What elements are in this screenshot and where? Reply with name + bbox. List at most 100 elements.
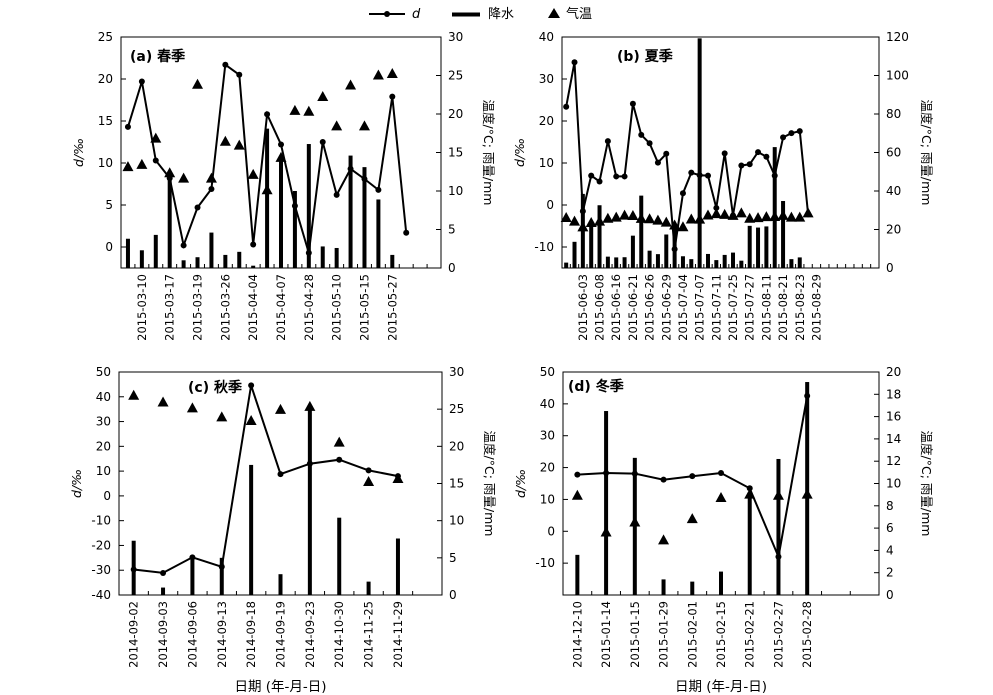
temp-point <box>627 210 639 221</box>
y-tick-label: 20 <box>540 461 555 475</box>
y2-axis-title: 温度/°C; 雨量/mm <box>482 431 497 537</box>
temp-point <box>694 213 706 224</box>
temp-point <box>164 167 176 178</box>
d-point <box>696 172 703 179</box>
d-point <box>621 173 628 180</box>
d-point <box>277 471 284 478</box>
plot-frame <box>562 371 880 596</box>
y-tick-label: 50 <box>540 365 555 379</box>
x-date-label: 2014-09-02 <box>127 601 141 668</box>
temp-point <box>247 168 259 179</box>
precip-bar <box>689 259 694 268</box>
temp-point <box>727 209 739 220</box>
y2-tick-label: 0 <box>886 261 894 275</box>
precip-bar <box>334 247 339 268</box>
temp-point <box>577 221 589 232</box>
temp-point <box>216 411 228 422</box>
x-axis-title: 日期 (年-月-日) <box>234 679 326 695</box>
d-point <box>291 202 298 209</box>
legend-precip-bar <box>452 12 480 17</box>
d-point <box>603 469 610 476</box>
x-date-label: 2015-08-29 <box>809 274 823 341</box>
panel-2: -10 0 10 20 30 40 0 20 40 60 80 100 120 (b) 夏季 d/‰ 温度/°… <box>512 30 934 341</box>
y-tick-label: 5 <box>105 198 113 212</box>
x-date-label: 2015-06-26 <box>643 274 657 341</box>
precip-bar <box>390 254 395 268</box>
temp-point <box>777 209 789 220</box>
d-point <box>347 165 354 172</box>
d-point <box>305 249 312 256</box>
precip-bar <box>195 257 200 268</box>
legend: d 降水 气温 <box>369 6 592 22</box>
y2-tick-label: 20 <box>449 439 464 453</box>
x-date-label: 2015-05-27 <box>385 274 399 341</box>
x-date-label: 2015-01-14 <box>599 601 613 668</box>
precip-bar <box>647 250 652 268</box>
d-point <box>250 241 257 248</box>
x-date-label: 2015-06-08 <box>593 274 607 341</box>
precip-bar <box>572 241 577 268</box>
y2-tick-label: 20 <box>886 223 901 237</box>
y2-tick-label: 25 <box>448 69 463 83</box>
y-tick-label: -10 <box>534 240 554 254</box>
temp-point <box>752 212 764 223</box>
temp-point <box>635 212 647 223</box>
y-tick-label: -10 <box>91 514 111 528</box>
d-point <box>218 563 225 570</box>
y-tick-label: 40 <box>539 30 554 44</box>
y-tick-label: 0 <box>103 489 111 503</box>
temp-point <box>802 207 814 218</box>
d-series-line <box>133 385 399 574</box>
d-point <box>721 150 728 157</box>
d-point <box>375 186 382 193</box>
y-tick-label: 20 <box>96 439 111 453</box>
y2-axis-title: 温度/°C; 雨量/mm <box>919 100 934 206</box>
d-point <box>646 140 653 147</box>
d-point <box>713 204 720 211</box>
temp-point <box>772 489 784 500</box>
y-tick-label: 10 <box>98 156 113 170</box>
precip-bar <box>604 411 609 595</box>
x-date-label: 2015-06-29 <box>659 274 673 341</box>
precip-bar <box>249 464 254 595</box>
y-tick-label: 30 <box>540 429 555 443</box>
temp-point <box>669 219 681 230</box>
precip-bar <box>690 581 695 595</box>
legend-temp-marker <box>548 8 560 18</box>
precip-bar <box>789 259 794 268</box>
precip-bar <box>348 155 353 268</box>
temp-point <box>760 211 772 222</box>
precip-bar <box>395 538 400 595</box>
d-point <box>278 141 284 148</box>
temp-point <box>769 210 781 221</box>
y2-tick-label: 100 <box>886 69 909 83</box>
x-date-label: 2014-09-13 <box>215 601 229 668</box>
y-tick-label: 0 <box>547 524 555 538</box>
precip-bar <box>161 587 166 595</box>
temp-point <box>585 216 597 227</box>
temp-point <box>331 120 343 131</box>
temp-point <box>629 516 641 527</box>
d-point <box>796 128 803 135</box>
y2-axis-title: 温度/°C; 雨量/mm <box>481 100 496 206</box>
precip-bar <box>597 205 602 268</box>
precip-bar <box>797 257 802 268</box>
d-point <box>660 476 667 483</box>
x-date-label: 2014-09-06 <box>185 601 199 668</box>
precip-bar <box>680 256 685 268</box>
temp-point <box>685 213 697 224</box>
y2-tick-label: 15 <box>449 477 464 491</box>
precip-bar <box>139 250 144 268</box>
precip-bar <box>722 254 727 268</box>
temp-point <box>219 135 231 146</box>
y2-tick-label: 10 <box>449 514 464 528</box>
panel-title: (b) 夏季 <box>617 48 673 65</box>
y-tick-label: 40 <box>96 390 111 404</box>
d-point <box>771 172 778 179</box>
temp-point <box>136 158 148 169</box>
precip-bar <box>661 579 666 595</box>
x-date-label: 2015-02-01 <box>685 601 699 668</box>
x-date-label: 2014-09-19 <box>274 601 288 668</box>
precip-bar <box>181 260 186 268</box>
x-date-label: 2015-05-15 <box>357 274 371 341</box>
